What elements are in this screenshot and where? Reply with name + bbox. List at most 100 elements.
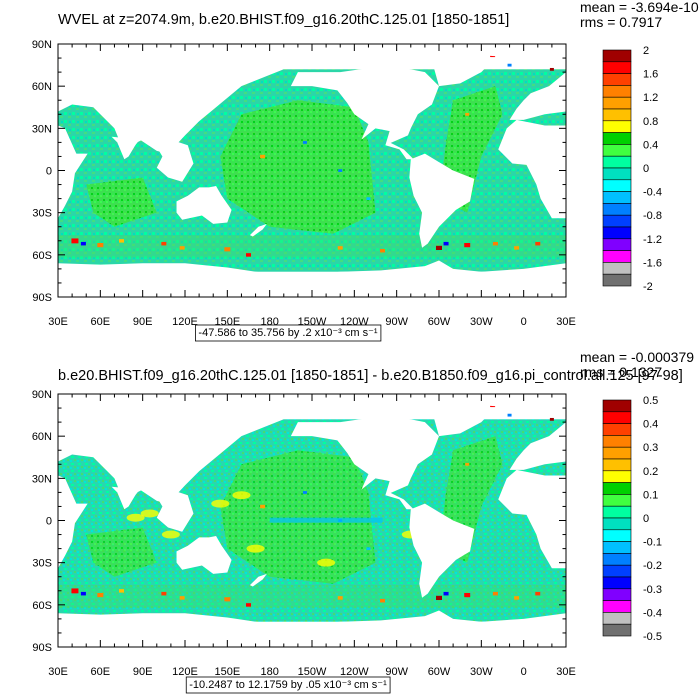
colorbar-box bbox=[602, 61, 632, 74]
x-tick-label: 90W bbox=[385, 666, 408, 678]
anomaly-speckle bbox=[366, 197, 371, 201]
anomaly-patch bbox=[126, 513, 145, 522]
colorbar-box bbox=[602, 179, 632, 192]
anomaly-patch bbox=[140, 509, 159, 518]
x-tick-label: 60E bbox=[91, 666, 111, 678]
colorbar-label: -0.8 bbox=[643, 210, 662, 222]
land-australia bbox=[176, 535, 232, 574]
land-seasia bbox=[153, 139, 194, 182]
colorbar-box bbox=[602, 399, 632, 413]
anomaly-patch bbox=[246, 544, 265, 553]
y-tick-label: 30N bbox=[32, 123, 52, 135]
anomaly-speckle bbox=[246, 253, 251, 257]
y-tick-label: 60N bbox=[32, 81, 52, 93]
anomaly-speckle bbox=[260, 504, 266, 509]
mean-stat: mean = -3.694e-10 bbox=[580, 0, 699, 15]
anomaly-speckle bbox=[443, 241, 449, 246]
colorbar-box bbox=[602, 529, 632, 542]
colorbar-box bbox=[602, 494, 632, 507]
land-samerica bbox=[409, 503, 475, 598]
land-eurasia bbox=[58, 410, 284, 507]
land-greenland bbox=[431, 53, 496, 87]
colorbar-box bbox=[602, 588, 632, 601]
colorbar-label: -0.5 bbox=[643, 631, 662, 643]
colorbar-box bbox=[602, 612, 632, 625]
x-tick-label: 30E bbox=[48, 316, 68, 328]
land-antarctic bbox=[58, 260, 566, 297]
anomaly-speckle bbox=[302, 491, 307, 494]
y-tick-label: 90S bbox=[32, 292, 52, 304]
anomaly-speckle bbox=[80, 241, 86, 246]
colorbar-box bbox=[602, 238, 632, 251]
anomaly-speckle bbox=[507, 63, 512, 67]
colorbar-box bbox=[602, 226, 632, 240]
land-nz bbox=[249, 573, 267, 587]
colorbar-box bbox=[602, 576, 632, 590]
ocean-green-region bbox=[220, 100, 376, 234]
x-tick-label: 30E bbox=[556, 316, 576, 328]
anomaly-speckle bbox=[465, 462, 470, 466]
anomaly-speckle bbox=[464, 242, 471, 248]
ocean-green-region bbox=[86, 527, 157, 577]
anomaly-speckle bbox=[380, 598, 386, 603]
chart-title: WVEL at z=2074.9m, b.e20.BHIST.f09_g16.2… bbox=[58, 12, 509, 28]
x-tick-label: 150E bbox=[214, 666, 240, 678]
anomaly-speckle bbox=[179, 596, 185, 600]
colorbar-box bbox=[602, 250, 632, 263]
anomaly-speckle bbox=[71, 238, 79, 244]
land-india bbox=[111, 136, 143, 160]
land-namerica bbox=[290, 415, 439, 496]
anomaly-speckle bbox=[507, 413, 512, 417]
x-tick-label: 30W bbox=[470, 316, 493, 328]
colorbar-label: -1.2 bbox=[643, 234, 662, 246]
colorbar-label: 2 bbox=[643, 45, 649, 57]
y-tick-label: 90N bbox=[32, 39, 52, 51]
anomaly-speckle bbox=[224, 597, 231, 602]
range-label: -10.2487 to 12.1759 by .05 x10⁻³ cm s⁻¹ bbox=[189, 679, 387, 691]
land-antarctic bbox=[58, 610, 566, 647]
land-eurasia bbox=[58, 60, 284, 157]
x-tick-label: 180 bbox=[260, 666, 278, 678]
colorbar-box bbox=[602, 155, 632, 169]
land-africa bbox=[58, 125, 88, 219]
colorbar-box bbox=[602, 423, 632, 436]
colorbar-label: -1.6 bbox=[643, 257, 662, 269]
anomaly-speckle bbox=[224, 247, 231, 252]
colorbar-label: 1.2 bbox=[643, 92, 658, 104]
anomaly-speckle bbox=[535, 591, 541, 596]
anomaly-speckle bbox=[302, 141, 307, 144]
anomaly-speckle bbox=[549, 67, 554, 71]
colorbar-box bbox=[602, 203, 632, 216]
anomaly-speckle bbox=[161, 591, 167, 596]
colorbar-label: -0.2 bbox=[643, 560, 662, 572]
colorbar-box bbox=[602, 262, 632, 275]
anomaly-patch bbox=[232, 491, 251, 500]
land-india bbox=[111, 486, 143, 510]
colorbar-box bbox=[602, 435, 632, 448]
x-tick-label: 150W bbox=[298, 666, 327, 678]
anomaly-speckle bbox=[80, 591, 86, 596]
y-tick-label: 90S bbox=[32, 642, 52, 654]
y-tick-label: 0 bbox=[46, 166, 52, 178]
anomaly-speckle bbox=[119, 239, 124, 243]
y-tick-label: 30N bbox=[32, 473, 52, 485]
anomaly-speckle bbox=[337, 596, 343, 600]
colorbar-box bbox=[602, 458, 632, 472]
anomaly-speckle bbox=[514, 246, 520, 250]
colorbar-box bbox=[602, 132, 632, 145]
anomaly-speckle bbox=[535, 241, 541, 246]
anomaly-speckle bbox=[492, 241, 498, 246]
colorbar-label: 0.8 bbox=[643, 116, 658, 128]
anomaly-speckle bbox=[338, 169, 343, 172]
colorbar-box bbox=[602, 214, 632, 228]
land-seasia bbox=[153, 489, 194, 532]
x-tick-label: 90W bbox=[385, 316, 408, 328]
anomaly-speckle bbox=[492, 591, 498, 596]
anomaly-speckle bbox=[97, 592, 104, 598]
equatorial-band bbox=[269, 517, 383, 523]
x-tick-label: 30E bbox=[556, 666, 576, 678]
anomaly-speckle bbox=[260, 154, 266, 159]
chart-title: b.e20.BHIST.f09_g16.20thC.125.01 [1850-1… bbox=[58, 368, 683, 384]
y-tick-label: 60N bbox=[32, 431, 52, 443]
